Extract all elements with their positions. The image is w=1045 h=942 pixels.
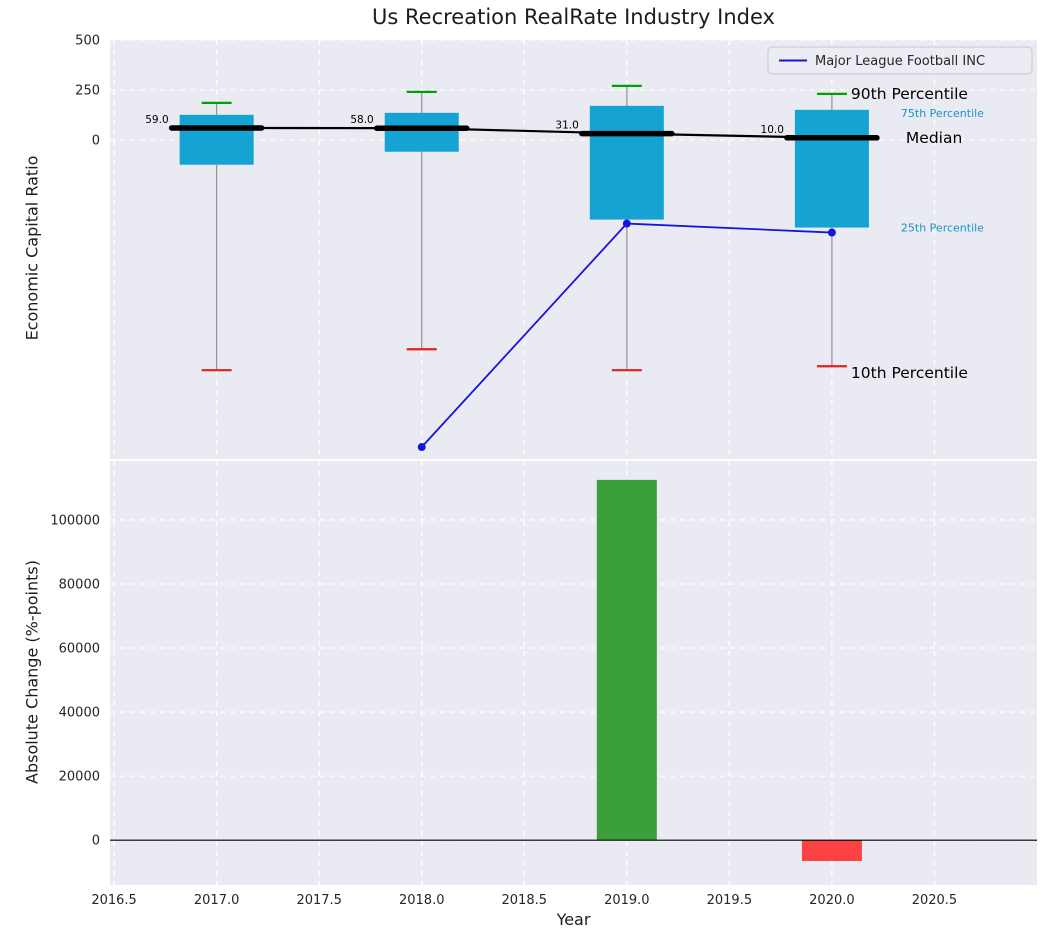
x-tick-label: 2020.0 <box>809 893 855 908</box>
x-tick-label: 2018.0 <box>399 893 445 908</box>
bar-2019 <box>596 479 657 841</box>
annotation-median: Median <box>906 129 962 147</box>
median-value-label-2018: 58.0 <box>350 114 373 126</box>
y-tick-label-bottom: 60000 <box>59 642 100 657</box>
x-tick-label: 2018.5 <box>502 893 548 908</box>
x-tick-label: 2017.0 <box>194 893 240 908</box>
annotation-25th-percentile: 25th Percentile <box>901 222 984 235</box>
legend-box <box>767 46 1033 75</box>
top-panel-background <box>110 40 1037 459</box>
company-marker-2020 <box>827 228 836 237</box>
bottom-panel-background <box>110 461 1037 885</box>
x-tick-label: 2020.5 <box>912 893 958 908</box>
median-value-label-2020: 10.0 <box>761 124 784 136</box>
median-value-label-2017: 59.0 <box>145 114 168 126</box>
x-tick-label: 2016.5 <box>91 893 137 908</box>
y-tick-label-bottom: 0 <box>92 834 100 849</box>
company-marker-2018 <box>417 443 426 452</box>
y-tick-label-top: 500 <box>75 34 100 49</box>
y-tick-label-bottom: 20000 <box>59 770 100 785</box>
median-connector <box>216 126 832 139</box>
company-marker-2019 <box>622 219 631 228</box>
median-value-label-2019: 31.0 <box>555 120 578 132</box>
annotation-90th-percentile: 90th Percentile <box>851 85 968 103</box>
chart-title: Us Recreation RealRate Industry Index <box>372 5 775 29</box>
y-tick-label-bottom: 80000 <box>59 577 100 592</box>
y-tick-label-top: 0 <box>92 133 100 148</box>
iqr-box-2018 <box>384 112 459 152</box>
iqr-box-2019 <box>589 105 664 220</box>
y-tick-label-top: 250 <box>75 83 100 98</box>
annotation-75th-percentile: 75th Percentile <box>901 107 984 120</box>
x-tick-label: 2017.5 <box>296 893 342 908</box>
bar-2020 <box>801 840 862 861</box>
x-tick-label: 2019.0 <box>604 893 650 908</box>
y-tick-label-bottom: 100000 <box>50 513 100 528</box>
legend-label: Major League Football INC <box>815 54 985 69</box>
annotation-10th-percentile: 10th Percentile <box>851 364 968 382</box>
x-tick-label: 2019.5 <box>707 893 753 908</box>
iqr-box-2020 <box>794 109 869 228</box>
x-axis-label: Year <box>556 910 591 929</box>
y-tick-label-bottom: 40000 <box>59 706 100 721</box>
iqr-box-2017 <box>179 114 254 165</box>
